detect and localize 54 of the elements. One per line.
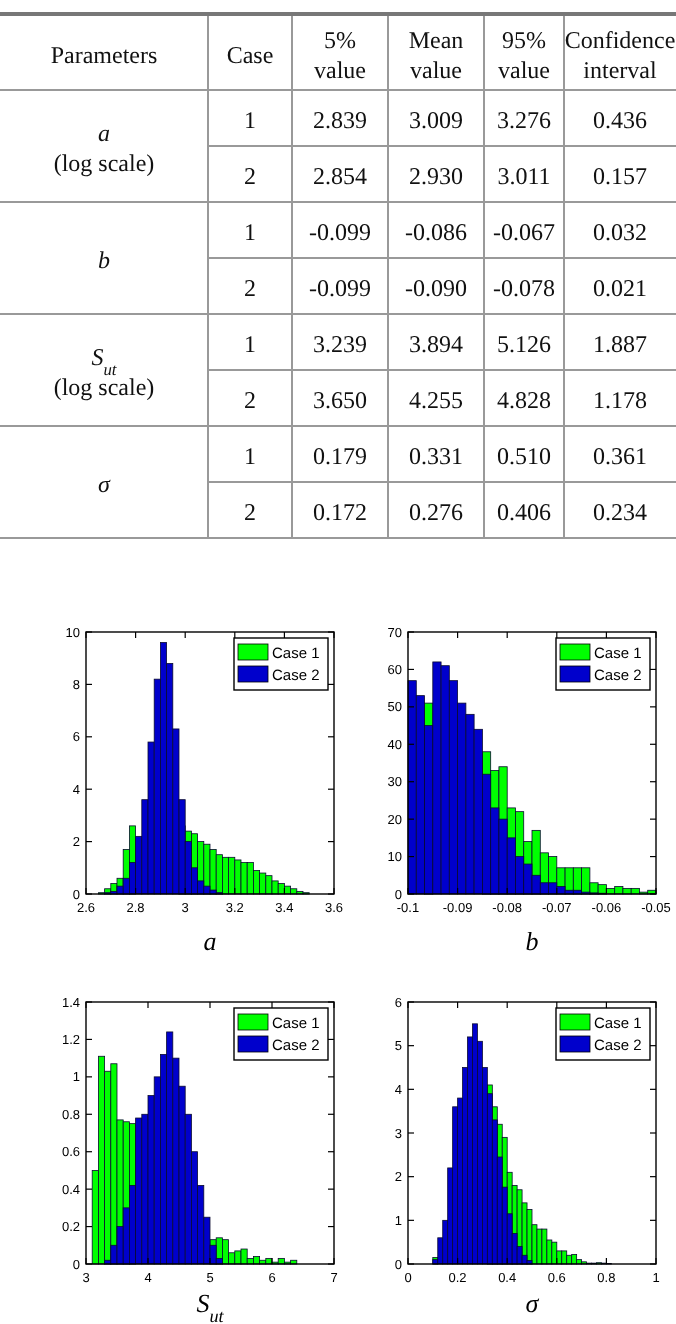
text: 4.255 (409, 386, 463, 414)
text: 0.406 (497, 498, 551, 526)
text: 0.032 (593, 218, 647, 246)
text: 1.887 (593, 330, 647, 358)
text: 0.436 (593, 106, 647, 134)
text: 3.650 (313, 386, 367, 414)
text: 0.361 (593, 442, 647, 470)
text: 1 (244, 106, 256, 134)
text: -0.078 (493, 274, 555, 302)
text: 0.331 (409, 442, 463, 470)
text: 2.930 (409, 162, 463, 190)
text: 5.126 (497, 330, 551, 358)
text: Parameters (50, 41, 158, 69)
x-axis-title: S$_{ut}$ (196, 1288, 225, 1324)
text: 0.157 (593, 162, 647, 190)
text: 95% value (498, 26, 550, 84)
text: Mean value (408, 26, 464, 84)
text: 0.234 (593, 498, 647, 526)
text: 1 (244, 442, 256, 470)
text: σ (98, 470, 113, 498)
text: b (98, 246, 110, 274)
text: 3.894 (409, 330, 463, 358)
text: 3.276 (497, 106, 551, 134)
text: -0.090 (405, 274, 467, 302)
text: a (log scale) (53, 119, 155, 177)
text: 5% value (314, 26, 366, 84)
text: 3.239 (313, 330, 367, 358)
x-axis-title: a (203, 926, 218, 956)
text: 2.839 (313, 106, 367, 134)
text: 0.276 (409, 498, 463, 526)
text: 0.021 (593, 274, 647, 302)
text: 0.172 (313, 498, 367, 526)
text: 0.179 (313, 442, 367, 470)
text: Case (226, 41, 274, 69)
x-axis-title: σ (525, 1288, 540, 1318)
text: Confidence interval (564, 26, 676, 84)
text: 2 (244, 498, 256, 526)
text: 3.011 (497, 162, 551, 190)
text: S$_{ut}$ (log scale) (53, 343, 155, 401)
text: 2 (244, 274, 256, 302)
x-axis-title: b (525, 926, 540, 956)
text: -0.086 (405, 218, 467, 246)
text: -0.099 (309, 274, 371, 302)
text: 3.009 (409, 106, 463, 134)
text: 1 (244, 218, 256, 246)
text: -0.099 (309, 218, 371, 246)
text: -0.067 (493, 218, 555, 246)
text: 2 (244, 162, 256, 190)
text: 0.510 (497, 442, 551, 470)
text: 1 (244, 330, 256, 358)
text: 4.828 (497, 386, 551, 414)
text: 2 (244, 386, 256, 414)
text: 1.178 (593, 386, 647, 414)
text: 2.854 (313, 162, 367, 190)
